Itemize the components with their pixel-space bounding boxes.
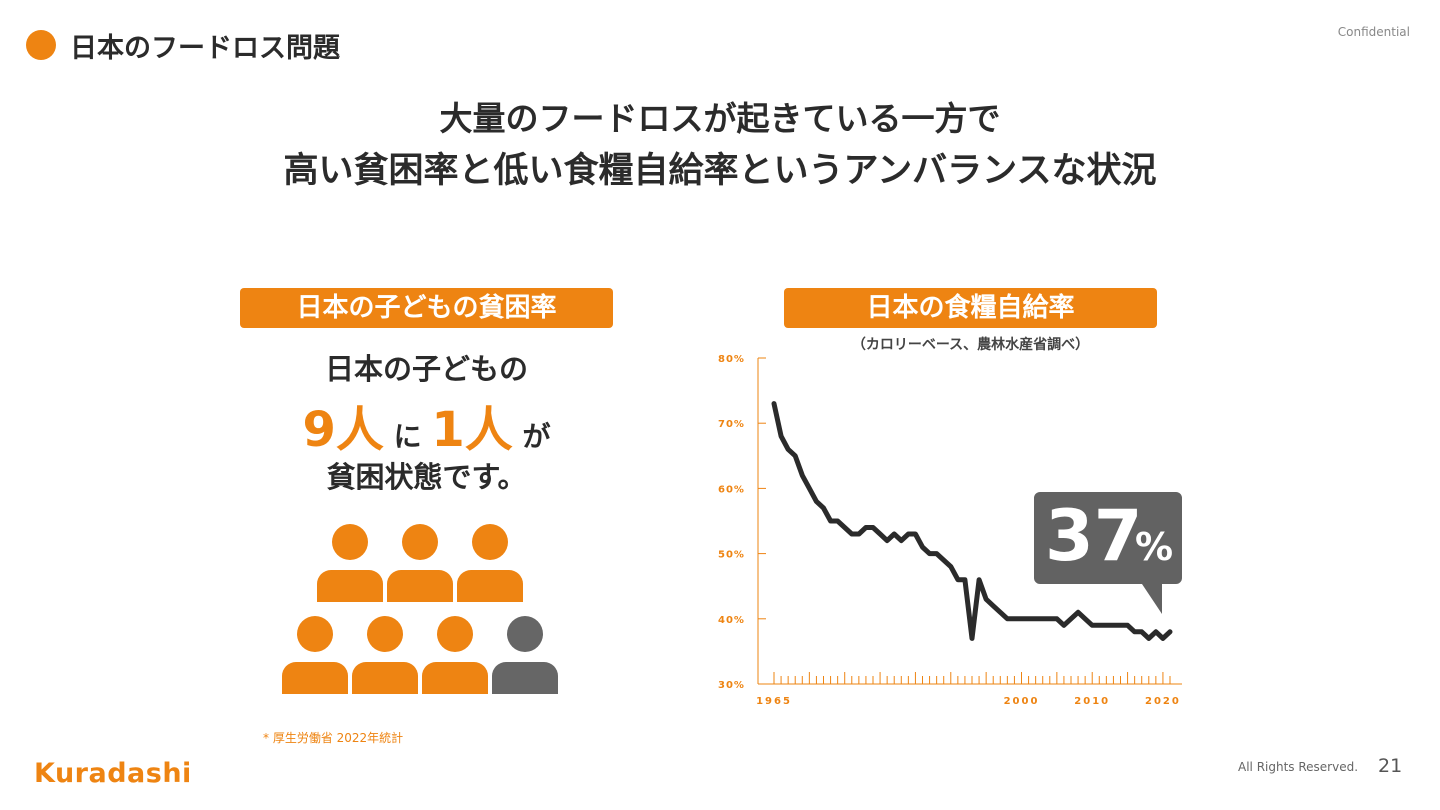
chart-series (771, 401, 1173, 641)
headline-line-2: 高い貧困率と低い食糧自給率というアンバランスな状況 (283, 151, 1157, 191)
poverty-ratio-count: 1人 (431, 402, 513, 458)
x-tick-label: 2000 (1004, 696, 1040, 707)
section-title: 日本のフードロス問題 (70, 33, 340, 64)
poverty-ratio-line: 9人 に 1人 が (240, 390, 613, 460)
poverty-banner: 日本の子どもの貧困率 (240, 288, 613, 328)
rights-reserved: All Rights Reserved. (1238, 760, 1359, 774)
poverty-ratio-connector: に (393, 420, 422, 453)
person-icon (317, 524, 383, 602)
y-tick-label: 80% (718, 354, 745, 365)
callout-bubble (1034, 492, 1182, 614)
y-tick-label: 40% (718, 615, 745, 626)
chart-subtitle: （カロリーベース、農林水産省調べ） (851, 337, 1090, 353)
person-icon (352, 616, 418, 694)
kuradashi-logo: Kuradashi (34, 758, 192, 789)
poverty-ratio-total: 9人 (302, 402, 384, 458)
page-number: 21 (1378, 755, 1403, 777)
people-icon-group (282, 524, 558, 694)
person-icon (282, 616, 348, 694)
callout-unit: % (1135, 525, 1173, 569)
confidential-label: Confidential (1337, 25, 1410, 39)
y-tick-label: 50% (718, 550, 745, 561)
food-self-sufficiency-banner: 日本の食糧自給率 (784, 288, 1157, 328)
person-icon (387, 524, 453, 602)
x-tick-label: 2010 (1074, 696, 1110, 707)
person-icon (492, 616, 558, 694)
poverty-ratio-tail: が (522, 420, 551, 453)
headline-line-1: 大量のフードロスが起きている一方で (439, 99, 1001, 138)
poverty-source-note: * 厚生労働省 2022年統計 (263, 731, 404, 745)
poverty-text-line-3: 貧困状態です。 (326, 460, 527, 494)
callout-value: 37 (1045, 495, 1142, 577)
x-tick-label: 1965 (756, 696, 792, 707)
self-sufficiency-line-chart: 30% 40% 50% 60% 70% 80% 1965 2000 2010 2020 37 % (718, 354, 1182, 707)
x-tick-label: 2020 (1145, 696, 1181, 707)
person-icon (457, 524, 523, 602)
value-callout: 37 % (1034, 492, 1182, 614)
y-tick-label: 30% (718, 680, 745, 691)
y-tick-label: 60% (718, 484, 745, 495)
poverty-text-line-1: 日本の子どもの (324, 352, 528, 386)
y-tick-label: 70% (718, 419, 745, 430)
chart-axes: 30% 40% 50% 60% 70% 80% 1965 2000 2010 2020 (718, 354, 1182, 707)
person-icon (422, 616, 488, 694)
section-bullet-dot (26, 30, 56, 60)
